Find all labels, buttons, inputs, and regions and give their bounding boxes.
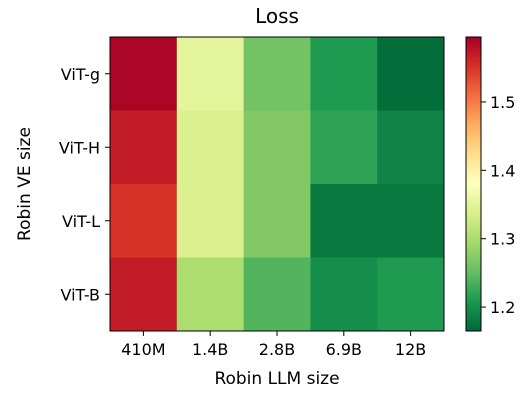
y-tick-label: ViT-g [61, 65, 100, 84]
heatmap-cell [310, 110, 378, 185]
heatmap-cell [243, 37, 311, 111]
heatmap-cell [176, 37, 245, 111]
x-tick-label: 12B [395, 340, 426, 359]
y-tick-label: ViT-H [59, 138, 100, 157]
y-tick-label: ViT-B [60, 285, 100, 304]
heatmap-cell [310, 257, 378, 332]
chart-title: Loss [255, 4, 299, 28]
colorbar-tick-label: 1.3 [490, 230, 515, 249]
x-axis-label: Robin LLM size [214, 369, 339, 389]
y-axis-ticks: ViT-g ViT-H ViT-L ViT-B [59, 65, 110, 304]
heatmap-cell [243, 110, 311, 185]
heatmap-cell [110, 257, 178, 332]
x-tick-label: 2.8B [259, 340, 295, 359]
colorbar-tick-label: 1.4 [490, 161, 515, 180]
x-tick-label: 6.9B [326, 340, 362, 359]
heatmap-cell [110, 37, 178, 111]
heatmap-cells [110, 37, 445, 332]
colorbar-tick-label: 1.2 [490, 298, 515, 317]
heatmap-cell [176, 184, 245, 258]
heatmap-cell [377, 184, 445, 258]
x-axis-ticks: 410M 1.4B 2.8B 6.9B 12B [121, 331, 426, 359]
heatmap-cell [377, 257, 445, 332]
heatmap-cell [243, 184, 311, 258]
heatmap-cell [310, 184, 378, 258]
heatmap-cell [377, 110, 445, 185]
y-axis-label: Robin VE size [15, 127, 35, 241]
x-tick-label: 410M [121, 340, 165, 359]
colorbar-ticks: 1.2 1.3 1.4 1.5 [481, 93, 515, 317]
heatmap-cell [110, 184, 178, 258]
heatmap-cell [176, 257, 245, 332]
colorbar [465, 36, 482, 332]
heatmap-cell [110, 110, 178, 185]
heatmap-cell [310, 37, 378, 111]
heatmap-cell [377, 37, 445, 111]
x-tick-label: 1.4B [192, 340, 228, 359]
heatmap-cell [176, 110, 245, 185]
colorbar-tick-label: 1.5 [490, 93, 515, 112]
heatmap-cell [243, 257, 311, 332]
y-tick-label: ViT-L [62, 212, 100, 231]
